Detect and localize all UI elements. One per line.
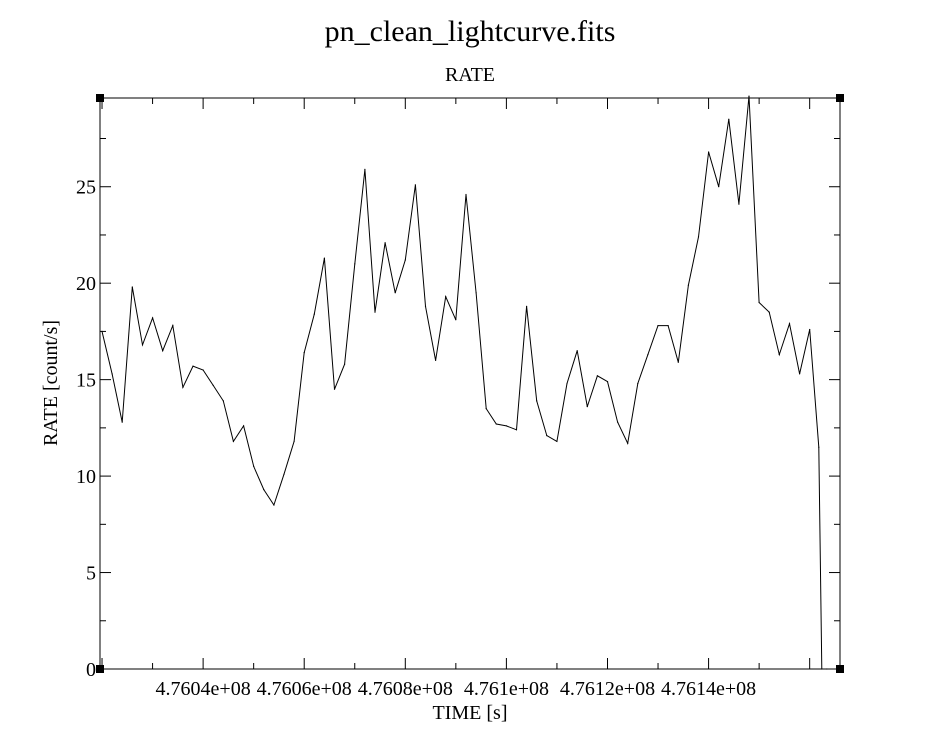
data-point — [627, 442, 629, 444]
data-point — [243, 425, 245, 427]
data-point — [374, 311, 376, 313]
data-point — [323, 257, 325, 259]
data-point — [566, 382, 568, 385]
x-axis-label: TIME [s] — [433, 702, 508, 724]
chart-title: pn_clean_lightcurve.fits — [325, 15, 616, 48]
y-tick-label: 10 — [76, 466, 96, 488]
data-point — [546, 435, 548, 437]
data-point — [333, 388, 336, 390]
data-point — [263, 489, 265, 491]
data-point — [657, 325, 659, 327]
y-tick-label: 20 — [76, 273, 96, 295]
data-point — [344, 363, 346, 365]
data-point — [101, 330, 103, 332]
data-point — [667, 325, 669, 327]
data-point — [526, 305, 528, 307]
x-tick-label: 4.761e+08 — [464, 678, 549, 700]
data-point — [495, 423, 497, 425]
data-point — [738, 203, 740, 205]
data-point — [141, 344, 144, 346]
chart-subtitle: RATE — [445, 64, 495, 86]
y-tick-label: 25 — [76, 177, 96, 199]
data-point — [718, 186, 720, 188]
series-layer — [101, 95, 828, 670]
data-point — [515, 429, 518, 431]
y-tick-label: 15 — [76, 370, 96, 392]
data-point — [283, 473, 285, 475]
data-point — [687, 284, 690, 286]
data-point — [697, 236, 700, 238]
data-point — [637, 382, 639, 385]
data-point — [445, 296, 447, 298]
data-point — [424, 305, 427, 307]
y-axis-label: RATE [count/s] — [40, 320, 62, 446]
data-point — [435, 359, 437, 361]
data-point — [354, 263, 356, 265]
data-point — [809, 328, 811, 331]
x-tick-label: 4.7612e+08 — [560, 678, 655, 700]
y-tick-label: 0 — [86, 659, 96, 681]
data-point — [121, 421, 123, 423]
data-point — [606, 381, 609, 383]
y-tick-label: 5 — [86, 563, 96, 585]
data-point — [485, 408, 487, 410]
data-point — [212, 384, 214, 386]
data-point — [586, 406, 588, 408]
x-tick-label: 4.7614e+08 — [661, 678, 756, 700]
data-point — [293, 440, 295, 442]
data-point — [273, 504, 275, 506]
data-point — [364, 168, 366, 170]
data-point — [253, 465, 255, 467]
data-point — [111, 373, 113, 375]
data-point — [818, 446, 820, 448]
data-point — [202, 369, 204, 371]
data-point — [748, 95, 750, 97]
frame-handle-top-right — [836, 94, 844, 102]
data-point — [596, 375, 599, 377]
data-point — [303, 352, 305, 354]
data-point — [222, 400, 224, 402]
data-point — [708, 151, 710, 153]
data-point — [556, 440, 558, 442]
data-point — [617, 421, 619, 423]
data-point — [455, 319, 457, 321]
data-point — [505, 425, 507, 427]
series-line-0 — [101, 96, 827, 670]
data-point — [758, 301, 760, 304]
data-point — [414, 184, 416, 186]
data-point — [647, 354, 649, 356]
data-point — [232, 440, 234, 442]
data-point — [162, 350, 164, 352]
data-point — [465, 193, 467, 196]
data-point — [536, 400, 538, 402]
data-point — [576, 350, 578, 352]
data-point — [728, 118, 730, 120]
data-point — [826, 668, 828, 670]
data-point — [131, 286, 133, 288]
x-tick-label: 4.7604e+08 — [156, 678, 251, 700]
data-point — [475, 292, 477, 294]
data-point — [404, 259, 406, 261]
plot-frame — [99, 97, 841, 670]
x-tick-label: 4.7606e+08 — [257, 678, 352, 700]
frame-handle-top-left — [96, 94, 104, 102]
data-point — [192, 365, 194, 367]
data-point — [384, 242, 386, 244]
data-point — [172, 325, 174, 327]
data-point — [677, 361, 679, 363]
data-point — [821, 668, 823, 670]
axis-ticks — [100, 98, 840, 670]
data-point — [182, 386, 184, 388]
data-point — [152, 317, 154, 319]
x-tick-label: 4.7608e+08 — [358, 678, 453, 700]
data-point — [768, 311, 770, 313]
data-point — [788, 323, 791, 325]
data-point — [799, 373, 801, 375]
data-point — [394, 292, 396, 294]
axis-tick-labels: 0 5 10 15 20 25 4.7604e+08 4.7606e+08 4.7608e+08… — [76, 177, 756, 700]
data-point — [778, 354, 780, 356]
data-point — [313, 313, 315, 315]
